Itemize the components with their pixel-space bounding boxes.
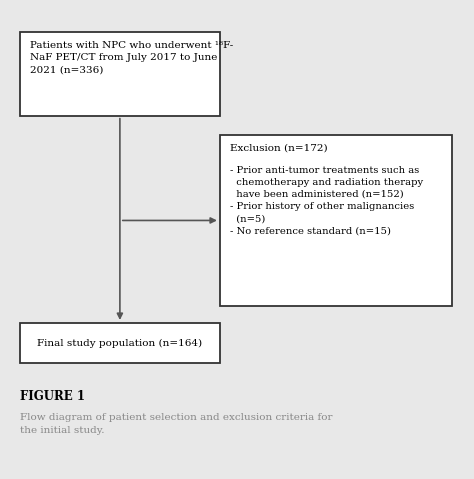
Text: Exclusion (n=172): Exclusion (n=172) bbox=[230, 143, 328, 152]
FancyBboxPatch shape bbox=[20, 323, 220, 363]
FancyBboxPatch shape bbox=[220, 135, 452, 306]
Text: Flow diagram of patient selection and exclusion criteria for
the initial study.: Flow diagram of patient selection and ex… bbox=[20, 413, 332, 435]
Text: FIGURE 1: FIGURE 1 bbox=[20, 389, 85, 402]
Text: Final study population (n=164): Final study population (n=164) bbox=[37, 339, 202, 348]
Text: - Prior anti-tumor treatments such as
  chemotherapy and radiation therapy
  hav: - Prior anti-tumor treatments such as ch… bbox=[230, 166, 423, 236]
Text: Patients with NPC who underwent ¹⁸F-
NaF PET/CT from July 2017 to June
2021 (n=3: Patients with NPC who underwent ¹⁸F- NaF… bbox=[30, 41, 234, 75]
FancyBboxPatch shape bbox=[20, 33, 220, 116]
